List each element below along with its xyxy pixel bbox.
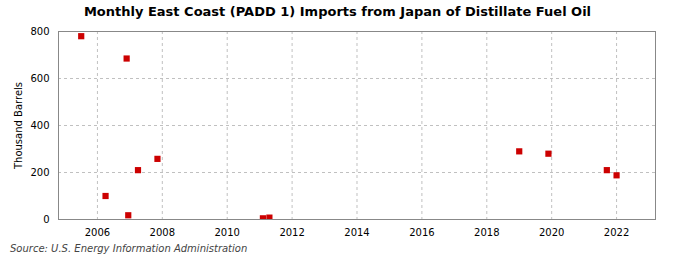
svg-text:2008: 2008 <box>150 227 175 238</box>
svg-text:600: 600 <box>30 73 49 84</box>
svg-text:2018: 2018 <box>474 227 499 238</box>
svg-text:800: 800 <box>30 26 49 37</box>
svg-text:Thousand Barrels: Thousand Barrels <box>13 82 24 170</box>
html-text:Source: U.S. Energy Informatio: Source: U.S. Energy Information Administ… <box>10 243 248 254</box>
svg-text:400: 400 <box>30 120 49 131</box>
svg-text:200: 200 <box>30 167 49 178</box>
svg-text:0: 0 <box>43 214 49 225</box>
svg-text:2020: 2020 <box>539 227 564 238</box>
html-text:Monthly East Coast (PADD 1) Im: Monthly East Coast (PADD 1) Imports from… <box>83 4 592 19</box>
svg-text:2012: 2012 <box>279 227 304 238</box>
svg-text:2022: 2022 <box>604 227 629 238</box>
svg-text:2016: 2016 <box>409 227 434 238</box>
svg-text:2014: 2014 <box>344 227 369 238</box>
svg-text:2010: 2010 <box>214 227 239 238</box>
svg-text:2006: 2006 <box>85 227 110 238</box>
